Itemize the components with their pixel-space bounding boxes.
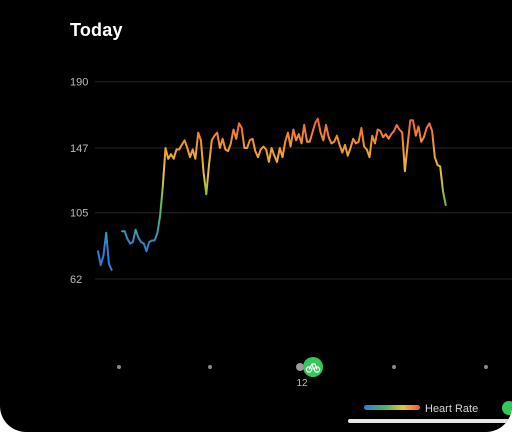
x-axis-dot (484, 365, 488, 369)
y-tick-label: 190 (70, 77, 88, 89)
x-axis-dot (392, 365, 396, 369)
y-tick-label: 147 (70, 143, 88, 155)
workout-marker[interactable] (296, 357, 323, 377)
x-axis-dot (208, 365, 212, 369)
line-layer (97, 117, 447, 271)
legend-label: Heart Rate (425, 403, 478, 415)
home-indicator (348, 419, 512, 423)
bicycle-icon (305, 363, 321, 373)
x-axis-label: 12 (296, 378, 308, 389)
y-tick-label: 105 (70, 208, 88, 220)
page-title: Today (70, 20, 123, 40)
heart-rate-line (97, 231, 113, 271)
legend-activity-dot (502, 401, 512, 415)
legend-swatch (364, 405, 420, 410)
heart-rate-line (121, 117, 447, 253)
y-tick-label: 62 (70, 274, 82, 286)
x-axis-dot (117, 365, 121, 369)
legend: Heart Rate (364, 401, 512, 415)
grid-layer: 62 105 147 190 (70, 77, 512, 286)
